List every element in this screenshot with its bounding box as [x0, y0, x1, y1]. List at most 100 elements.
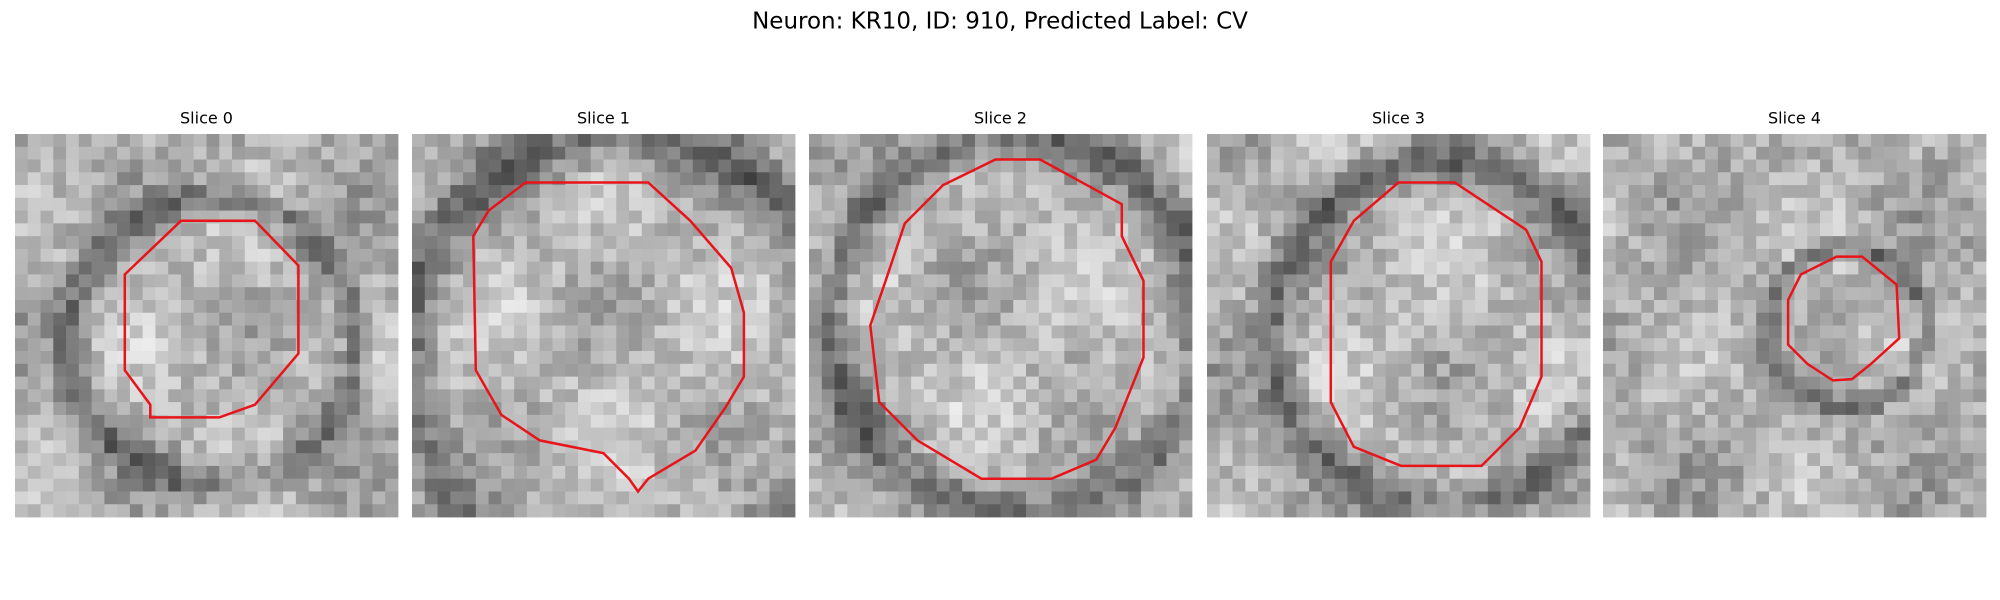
pixel	[1794, 210, 1808, 224]
pixel	[1245, 248, 1259, 263]
pixel	[782, 491, 796, 505]
pixel	[424, 465, 438, 480]
pixel	[488, 351, 502, 365]
pixel	[552, 236, 566, 250]
pixel	[1038, 440, 1052, 454]
pixel	[1064, 427, 1078, 441]
pixel	[834, 197, 848, 211]
pixel	[1960, 325, 1974, 339]
pixel	[1179, 453, 1193, 467]
pixel	[1538, 210, 1553, 224]
pixel	[1398, 248, 1412, 263]
pixel	[680, 363, 694, 377]
pixel	[1102, 402, 1116, 416]
pixel	[66, 325, 80, 339]
pixel	[1449, 504, 1463, 518]
pixel	[1730, 478, 1744, 492]
pixel	[27, 453, 41, 467]
pixel	[1219, 453, 1233, 467]
pixel	[463, 299, 477, 314]
pixel	[1730, 465, 1744, 480]
pixel	[1115, 274, 1129, 288]
pixel	[1692, 402, 1706, 416]
pixel	[667, 210, 681, 224]
pixel	[692, 402, 707, 416]
pixel	[898, 414, 912, 429]
pixel	[1424, 465, 1438, 480]
pixel	[1270, 351, 1284, 365]
pixel	[1219, 299, 1233, 314]
pixel	[53, 363, 67, 377]
pixel	[193, 159, 207, 173]
pixel	[1089, 210, 1104, 224]
pixel	[565, 197, 579, 211]
pixel	[1270, 197, 1284, 211]
pixel	[1526, 146, 1540, 160]
pixel	[1807, 414, 1821, 429]
pixel	[718, 210, 732, 224]
pixel	[1781, 363, 1795, 377]
pixel	[1807, 210, 1821, 224]
pixel	[1219, 363, 1233, 377]
pixel	[424, 236, 438, 250]
pixel	[1207, 248, 1221, 263]
pixel	[1717, 210, 1732, 224]
pixel	[1577, 440, 1591, 454]
pixel	[1013, 465, 1027, 480]
pixel	[1000, 491, 1014, 505]
pixel	[1102, 504, 1116, 518]
pixel	[180, 236, 195, 250]
pixel	[769, 197, 783, 211]
pixel	[654, 325, 668, 339]
pixel	[1296, 414, 1310, 429]
pixel	[577, 299, 592, 314]
pixel	[1153, 363, 1167, 377]
pixel	[1858, 134, 1872, 148]
pixel	[1102, 389, 1116, 403]
pixel	[1973, 210, 1987, 224]
pixel	[1089, 172, 1104, 186]
pixel	[1321, 261, 1336, 275]
slice-image	[809, 134, 1193, 518]
pixel	[1245, 185, 1259, 199]
pixel	[526, 504, 541, 518]
pixel	[1077, 325, 1091, 339]
pixel	[1832, 453, 1846, 467]
pixel	[1372, 325, 1387, 339]
pixel	[1385, 287, 1399, 301]
pixel	[962, 261, 976, 275]
pixel	[53, 185, 67, 199]
pixel	[565, 504, 579, 518]
pixel	[1666, 427, 1680, 441]
pixel	[1947, 325, 1961, 339]
pixel	[872, 491, 886, 505]
pixel	[731, 236, 745, 250]
pixel	[923, 338, 938, 352]
pixel	[616, 402, 630, 416]
pixel	[1219, 159, 1233, 173]
pixel	[680, 465, 694, 480]
pixel	[437, 287, 451, 301]
pixel	[1436, 134, 1450, 148]
pixel	[821, 414, 835, 429]
pixel	[385, 325, 399, 339]
pixel	[1309, 274, 1323, 288]
pixel	[1013, 134, 1027, 148]
pixel	[1717, 197, 1732, 211]
pixel	[437, 440, 451, 454]
pixel	[53, 453, 67, 467]
pixel	[1909, 465, 1923, 480]
pixel	[936, 414, 950, 429]
pixel	[1807, 236, 1821, 250]
pixel	[180, 248, 195, 263]
pixel	[117, 146, 131, 160]
pixel	[860, 376, 874, 390]
pixel	[1832, 402, 1846, 416]
pixel	[424, 389, 438, 403]
pixel	[872, 210, 886, 224]
pixel	[206, 363, 220, 377]
pixel	[66, 248, 80, 263]
pixel	[1411, 325, 1425, 339]
pixel	[308, 427, 322, 441]
pixel	[27, 146, 41, 160]
